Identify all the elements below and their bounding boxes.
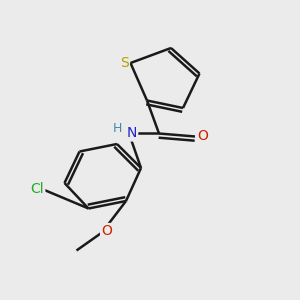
- Text: O: O: [197, 130, 208, 143]
- Text: N: N: [127, 127, 137, 140]
- Text: S: S: [120, 56, 129, 70]
- Text: H: H: [113, 122, 122, 136]
- Text: Cl: Cl: [31, 182, 44, 196]
- Text: O: O: [101, 224, 112, 238]
